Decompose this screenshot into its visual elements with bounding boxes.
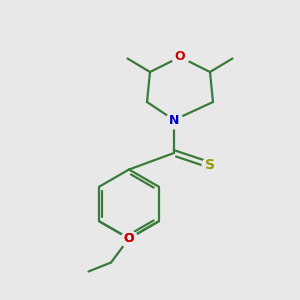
Text: O: O xyxy=(175,50,185,64)
Text: O: O xyxy=(124,232,134,245)
Text: O: O xyxy=(124,232,134,245)
Text: S: S xyxy=(205,158,215,172)
Text: N: N xyxy=(169,113,179,127)
